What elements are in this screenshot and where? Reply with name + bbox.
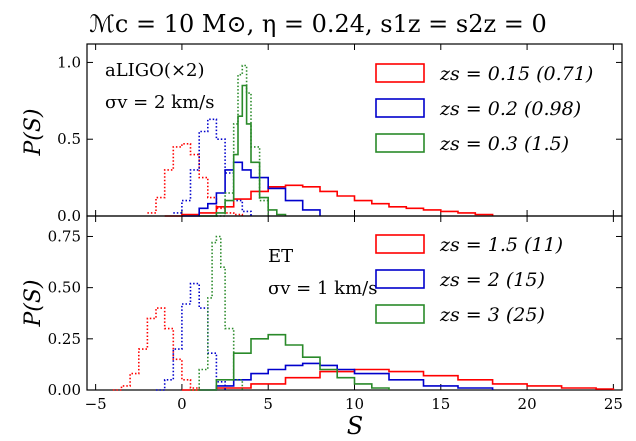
series-0-dotted-hist	[147, 143, 244, 216]
x-axis-label: S	[347, 412, 363, 440]
legend-swatch	[375, 234, 425, 254]
series-2-solid-hist	[199, 84, 287, 217]
x-tick-label: 0	[177, 395, 187, 413]
x-tick-label: 10	[345, 395, 364, 413]
top-y-axis-label: P(S)	[21, 108, 46, 156]
bottom-y-axis-label: P(S)	[21, 279, 46, 327]
legend-label: zs = 0.15 (0.71)	[439, 63, 593, 85]
y-tick-label: 0.50	[48, 279, 81, 297]
series-1-dotted-hist	[173, 118, 252, 216]
legend-swatch	[375, 63, 425, 83]
series-2-dotted-hist	[216, 64, 269, 217]
x-tick-label: 5	[263, 395, 273, 413]
legend-label: zs = 2 (15)	[439, 269, 545, 291]
y-tick-label: 0.25	[48, 330, 81, 348]
figure-title: ℳc = 10 M⊙, η = 0.24, s1z = s2z = 0	[89, 10, 547, 38]
y-tick-label: 1.0	[57, 53, 81, 71]
x-tick-label: 20	[518, 395, 537, 413]
series-0-solid-hist	[181, 368, 615, 391]
legend-swatch	[375, 133, 425, 153]
panel-annotation: σv = 2 km/s	[105, 92, 214, 113]
series-0-dotted-hist	[112, 307, 200, 391]
x-tick-label: −5	[85, 395, 107, 413]
legend-label: zs = 3 (25)	[439, 304, 545, 326]
x-tick-label: 15	[431, 395, 450, 413]
legend-swatch	[375, 304, 425, 324]
panel-annotation: σv = 1 km/s	[268, 278, 377, 299]
series-1-solid-hist	[181, 161, 321, 217]
series-1-dotted-hist	[156, 282, 226, 391]
legend-swatch	[375, 98, 425, 118]
series-2-dotted-hist	[190, 235, 244, 391]
legend-label: zs = 0.3 (1.5)	[439, 133, 569, 155]
y-tick-label: 0.75	[48, 227, 81, 245]
y-tick-label: 0.0	[57, 207, 81, 225]
panel-annotation: aLIGO(×2)	[105, 60, 205, 81]
legend-label: zs = 0.2 (0.98)	[439, 98, 581, 120]
top-panel: 0.0 0.5 1.0 aLIGO(×2) σv = 2 km/s zs = 0.15 (…	[57, 43, 623, 225]
y-tick-label: 0.00	[48, 381, 81, 399]
series-0-solid-hist	[164, 184, 494, 217]
panel-annotation: ET	[268, 246, 293, 267]
legend-swatch	[375, 269, 425, 289]
legend-label: zs = 1.5 (11)	[439, 234, 563, 256]
x-tick-label: 25	[604, 395, 623, 413]
series-1-solid-hist	[199, 362, 494, 391]
series-2-solid-hist	[199, 333, 390, 391]
bottom-panel: 0.00 0.25 0.50 0.75 −5 0 5 10 15 20 25 ET σv = 1 km/…	[48, 215, 623, 413]
y-tick-label: 0.5	[57, 130, 81, 148]
